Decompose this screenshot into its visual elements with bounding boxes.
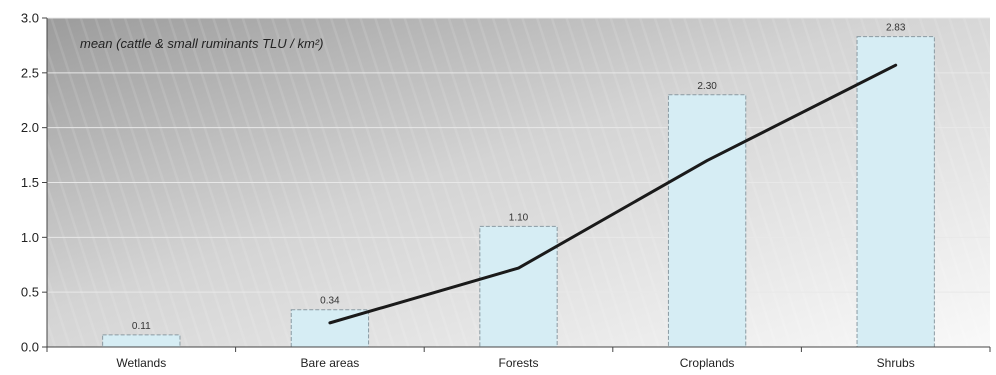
y-tick-label: 2.5 (21, 65, 39, 80)
trend-line (328, 63, 898, 325)
x-category-label: Croplands (680, 356, 735, 370)
y-tick-label: 3.0 (21, 11, 39, 26)
trend-line-group (328, 63, 898, 325)
y-axis: 0.0 0.5 1.0 1.5 2.0 2.5 3.0 (21, 11, 48, 355)
y-tick-label: 1.5 (21, 175, 39, 190)
bar-data-label: 0.34 (320, 296, 340, 307)
y-tick-label: 0.0 (21, 340, 39, 355)
bar-data-label: 2.83 (886, 23, 906, 34)
bar-data-label: 0.11 (132, 321, 151, 332)
x-category-label: Shrubs (877, 356, 915, 370)
x-category-label: Bare areas (301, 356, 360, 370)
bar-data-label: 2.30 (697, 81, 717, 92)
bar (856, 36, 935, 348)
y-tick-label: 0.5 (21, 285, 39, 300)
bar (102, 334, 181, 348)
y-tick-label: 2.0 (21, 120, 39, 135)
y-tick-label: 1.0 (21, 230, 39, 245)
bar (479, 225, 558, 348)
bar-data-label: 1.10 (509, 212, 529, 223)
data-labels: 0.11 0.34 1.10 2.30 2.83 (132, 23, 906, 332)
bar (667, 94, 747, 348)
x-category-label: Forests (498, 356, 538, 370)
x-axis: Wetlands Bare areas Forests Croplands Shrubs (46, 346, 991, 370)
x-category-label: Wetlands (116, 356, 166, 370)
unit-annotation: mean (cattle & small ruminants TLU / km²… (80, 36, 323, 51)
